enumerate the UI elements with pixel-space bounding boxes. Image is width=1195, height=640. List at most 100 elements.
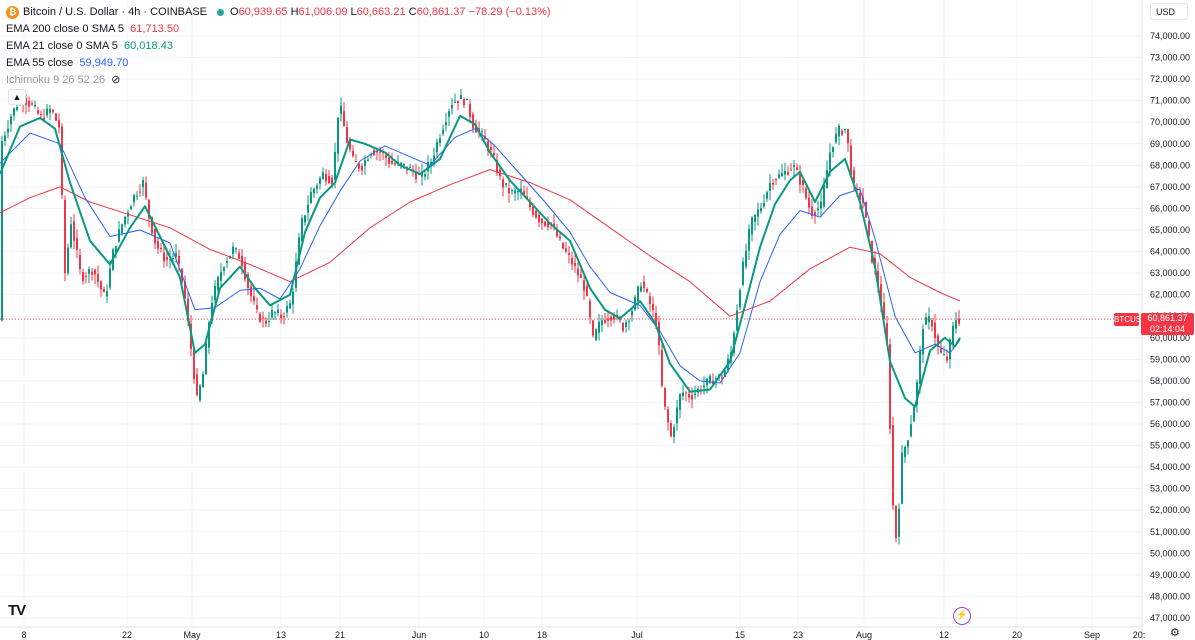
lightning-icon[interactable]: ⚡ — [953, 607, 971, 625]
time-axis[interactable]: 8 22 May 13 21 Jun 10 18 Jul 15 23 Aug 12 20 Sep 20: — [21, 630, 1145, 640]
candle-body — [682, 392, 684, 397]
price-tick-label: 54,000.00 — [1150, 462, 1190, 472]
high-value: 61,006.09 — [298, 6, 348, 18]
candle-body — [211, 302, 213, 322]
candle-body — [268, 320, 270, 322]
candle-body — [757, 209, 759, 217]
candle-body — [925, 317, 927, 325]
candle-body — [661, 349, 663, 386]
candle-body — [433, 155, 435, 162]
candle-body — [115, 246, 117, 253]
candle-body — [637, 286, 639, 302]
candle-body — [778, 174, 780, 178]
candle-body — [790, 169, 792, 171]
gear-icon[interactable]: ⚙ — [1170, 627, 1180, 639]
candle-body — [70, 224, 72, 248]
eye-crossed-icon[interactable]: ⊘ — [111, 74, 121, 86]
price-tick-label: 53,000.00 — [1150, 484, 1190, 494]
candle-body — [139, 191, 141, 193]
price-tick-label: 58,000.00 — [1150, 376, 1190, 386]
candle-body — [817, 208, 819, 211]
tradingview-logo[interactable]: TV — [8, 602, 26, 619]
candle-body — [100, 281, 102, 290]
candle-body — [325, 173, 327, 182]
candle-body — [217, 277, 219, 291]
candle-body — [793, 164, 795, 168]
candle-body — [844, 128, 846, 130]
candle-body — [352, 150, 354, 157]
candle-body — [721, 377, 723, 380]
candle-body — [685, 392, 687, 394]
price-tick-label: 65,000.00 — [1150, 225, 1190, 235]
price-tick-label: 70,000.00 — [1150, 117, 1190, 127]
chevron-up-icon[interactable]: ▲ — [8, 89, 26, 105]
candle-body — [487, 141, 489, 151]
candle-body — [124, 216, 126, 225]
candle-body — [343, 111, 345, 127]
candle-body — [88, 269, 90, 274]
price-tick-label: 51,000.00 — [1150, 527, 1190, 537]
candle-body — [889, 344, 891, 429]
candle-body — [466, 98, 468, 101]
symbol-title[interactable]: Bitcoin / U.S. Dollar · 4h · COINBASE — [23, 6, 207, 18]
candle-body — [310, 192, 312, 204]
candle-body — [679, 394, 681, 410]
bitcoin-icon: ₿ — [6, 6, 19, 19]
candle-body — [577, 268, 579, 276]
candle-body — [436, 141, 438, 152]
candle-body — [496, 159, 498, 174]
indicator-ema21[interactable]: EMA 21 close 0 SMA 5 60,018.43 — [6, 38, 551, 55]
candle-body — [1, 141, 3, 321]
candle-body — [40, 114, 42, 116]
candle-body — [379, 151, 381, 153]
candle-body — [562, 242, 564, 249]
open-label: O — [230, 6, 239, 18]
candle-body — [259, 314, 261, 322]
candle-body — [232, 246, 234, 254]
candle-body — [388, 157, 390, 164]
candle-body — [655, 312, 657, 327]
ema21-line — [0, 114, 961, 408]
indicator-ichimoku[interactable]: Ichimoku 9 26 52 26 ⊘ — [6, 72, 551, 89]
candle-body — [781, 172, 783, 177]
candle-body — [505, 183, 507, 185]
candle-body — [802, 180, 804, 186]
candle-body — [688, 393, 690, 398]
candle-body — [58, 120, 60, 128]
candle-body — [31, 103, 33, 105]
candle-body — [4, 135, 6, 141]
candle-body — [79, 255, 81, 270]
candle-body — [166, 257, 168, 260]
candle-body — [667, 409, 669, 423]
indicator-ema55[interactable]: EMA 55 close 59,949.70 — [6, 55, 551, 72]
candle-body — [571, 258, 573, 265]
ema55-label: EMA 55 close — [6, 57, 74, 69]
time-tick-label: 23 — [793, 630, 803, 640]
candle-body — [328, 175, 330, 184]
candle-body — [445, 122, 447, 126]
candle-body — [529, 201, 531, 208]
candle-body — [28, 100, 30, 107]
candle-body — [613, 315, 615, 320]
candle-body — [82, 271, 84, 282]
candle-body — [76, 238, 78, 250]
symbol-row[interactable]: ₿ Bitcoin / U.S. Dollar · 4h · COINBASE … — [6, 4, 551, 21]
currency-selector[interactable]: USD — [1150, 3, 1188, 20]
candle-body — [532, 206, 534, 215]
candle-body — [337, 117, 339, 154]
candle-body — [37, 110, 39, 114]
candle-body — [616, 314, 618, 316]
candle-body — [919, 351, 921, 384]
candle-body — [256, 305, 258, 310]
candle-body — [520, 188, 522, 192]
candle-body — [511, 190, 513, 192]
indicator-ema200[interactable]: EMA 200 close 0 SMA 5 61,713.50 — [6, 21, 551, 38]
ema200-label: EMA 200 close 0 SMA 5 — [6, 23, 125, 35]
price-tick-label: 57,000.00 — [1150, 397, 1190, 407]
candle-body — [481, 131, 483, 133]
candle-body — [649, 296, 651, 304]
candle-body — [886, 323, 888, 342]
candle-body — [787, 172, 789, 175]
